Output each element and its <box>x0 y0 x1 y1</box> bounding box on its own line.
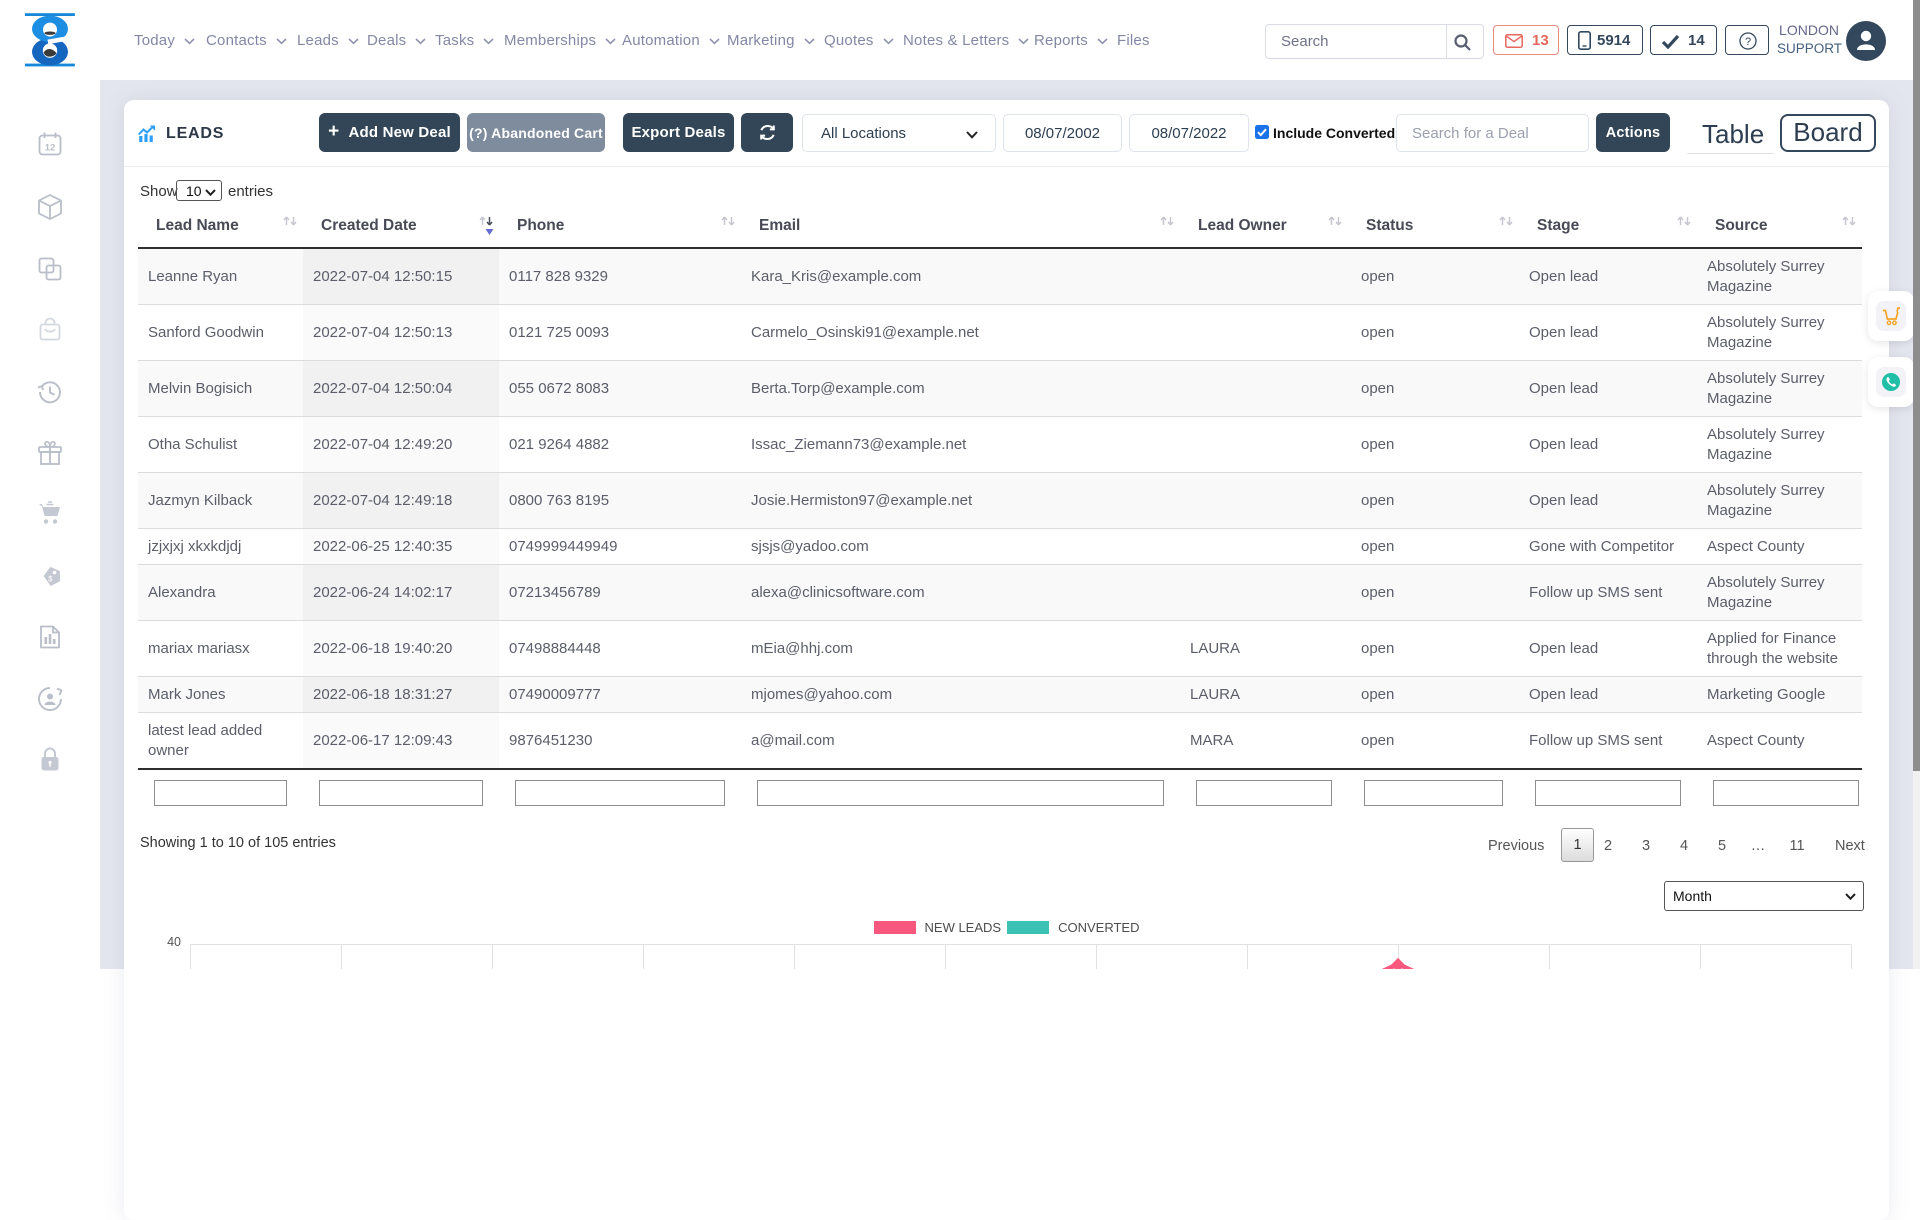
svg-text:12: 12 <box>45 143 56 154</box>
svg-text:$: $ <box>47 574 53 584</box>
svg-text:?: ? <box>1745 36 1751 48</box>
